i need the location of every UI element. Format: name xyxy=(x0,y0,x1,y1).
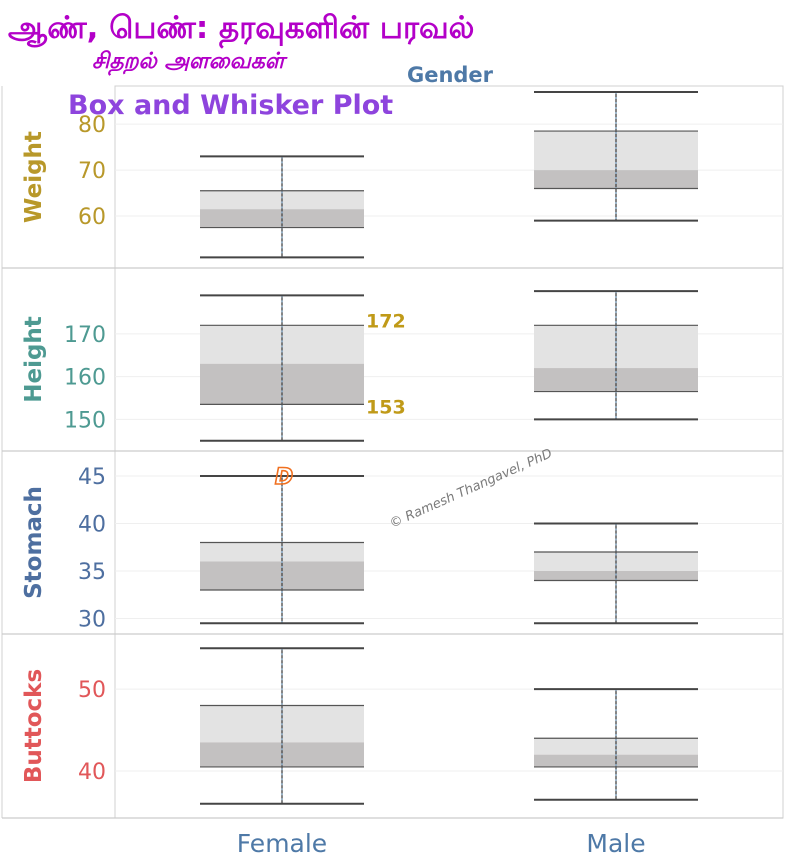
value-label-height-172: 172 xyxy=(366,310,406,332)
gender-header: Gender xyxy=(407,63,494,87)
x-label-female: Female xyxy=(237,829,327,858)
panel-title-height: Height xyxy=(21,316,47,403)
tick-label-stomach-35: 35 xyxy=(78,560,106,585)
value-label-height-153: 153 xyxy=(366,397,406,419)
tick-label-buttocks-50: 50 xyxy=(78,678,106,703)
tick-label-weight-80: 80 xyxy=(78,113,106,138)
chart-title: Box and Whisker Plot xyxy=(68,90,393,121)
panel-title-buttocks: Buttocks xyxy=(21,669,47,783)
tick-label-stomach-30: 30 xyxy=(78,608,106,633)
panel-title-weight: Weight xyxy=(21,131,47,223)
tick-label-stomach-40: 40 xyxy=(78,513,106,538)
tick-label-weight-60: 60 xyxy=(78,205,106,230)
tick-label-height-170: 170 xyxy=(64,323,106,348)
tick-label-weight-70: 70 xyxy=(78,159,106,184)
tamil-subtitle: சிதறல் அளவைகள் xyxy=(92,49,288,76)
x-label-male: Male xyxy=(586,829,645,858)
outlier-marker-stomach: D xyxy=(275,465,293,490)
tick-label-stomach-45: 45 xyxy=(78,465,106,490)
tick-label-height-150: 150 xyxy=(64,408,106,433)
plot-layer: 60 70 80 Weight 150 160 170 Height 172 153 30 35 40 4… xyxy=(1,85,784,819)
watermark: © Ramesh Thangavel, PhD xyxy=(388,446,555,531)
tick-label-buttocks-40: 40 xyxy=(78,760,106,785)
tick-label-height-160: 160 xyxy=(64,366,106,391)
tamil-title: ஆண், பெண்: தரவுகளின் பரவல் xyxy=(8,10,474,49)
panel-title-stomach: Stomach xyxy=(21,486,47,599)
